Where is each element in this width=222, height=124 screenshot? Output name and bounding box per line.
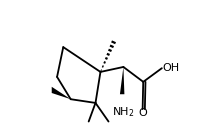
Text: OH: OH (163, 63, 180, 73)
Polygon shape (52, 87, 71, 99)
Text: NH$_2$: NH$_2$ (111, 105, 134, 119)
Text: O: O (138, 108, 147, 118)
Polygon shape (120, 67, 124, 94)
